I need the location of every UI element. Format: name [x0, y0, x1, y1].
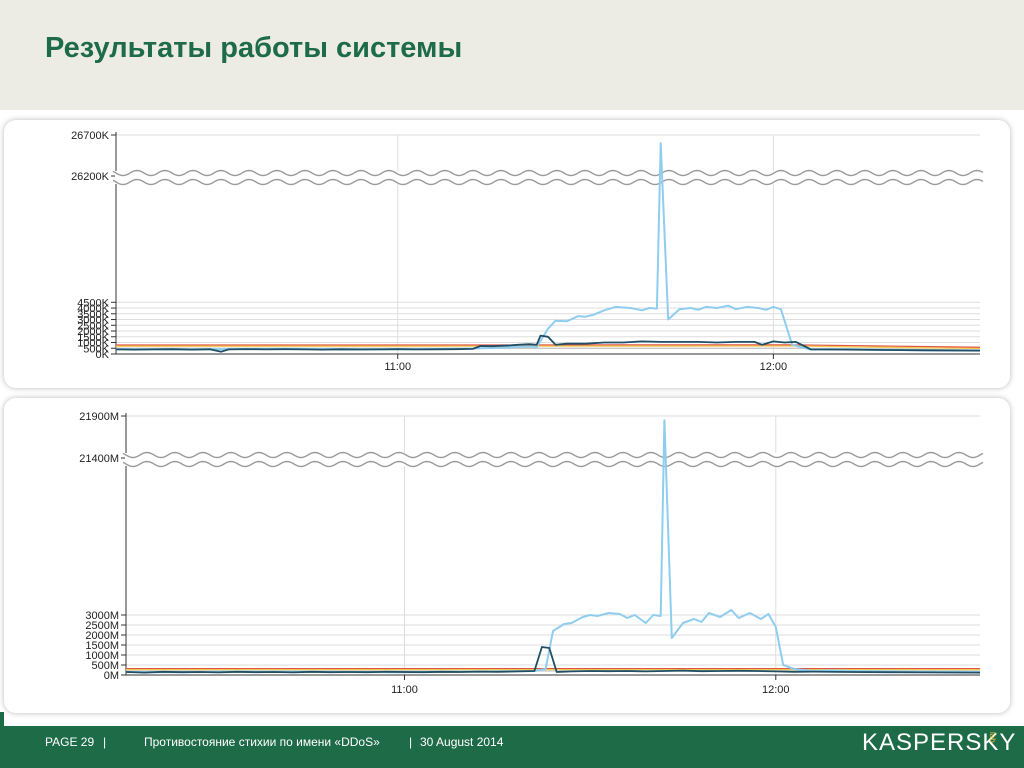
- y-tick-label: 2000K: [77, 326, 109, 338]
- y-tick-label: 0M: [104, 670, 119, 682]
- y-tick-label: 1000M: [85, 650, 119, 662]
- series-line-total: [115, 142, 981, 352]
- x-tick-label: 11:00: [391, 684, 418, 696]
- y-tick-label: 2500K: [77, 320, 109, 332]
- threshold-line-yellow: [116, 345, 981, 350]
- y-tick-label: 2000M: [85, 630, 119, 642]
- presentation-date: 30 August 2014: [420, 735, 504, 749]
- footer-separator: |: [409, 735, 413, 749]
- y-tick-label: 4000K: [77, 303, 109, 315]
- threshold-line-red: [116, 344, 981, 348]
- presentation-topic: Противостояние стихии по имени «DDoS»: [144, 735, 380, 749]
- series-line-dark: [125, 646, 981, 674]
- x-tick-label: 12:00: [760, 361, 788, 373]
- y-tick-label: 3000M: [85, 610, 119, 622]
- slide-footer: PAGE 29 | Противостояние стихии по имени…: [0, 726, 1024, 768]
- axis-break-wave: [122, 460, 984, 468]
- slide-header: Результаты работы системы: [0, 0, 1024, 110]
- x-tick-label: 12:00: [762, 684, 790, 696]
- y-tick-label: 26200K: [71, 171, 110, 183]
- footer-separator: |: [103, 735, 107, 749]
- y-tick-label: 500K: [83, 343, 109, 355]
- chart-panel-bottom: 0M 500M 1000M 1500M 2000M 2500M 3000M 21400M 219…: [4, 398, 1010, 713]
- axis-break-wave: [112, 178, 984, 186]
- y-tick-label: 2500M: [85, 620, 119, 632]
- kaspersky-logo: KASPERSKY: [862, 729, 1017, 756]
- kaspersky-logo-sub: lab: [988, 732, 997, 743]
- y-tick-label: 1500M: [85, 640, 119, 652]
- x-tick-label: 11:00: [384, 361, 411, 373]
- y-tick-label: 3500K: [77, 309, 109, 321]
- y-tick-label: 500M: [91, 660, 119, 672]
- y-tick-label: 26700K: [71, 130, 110, 142]
- page-number: PAGE 29: [45, 735, 95, 749]
- axis-break-mask: [115, 171, 983, 184]
- chart-panel-top: 0K 500K 1000K 1500K 2000K 2500K 3000K 3500K 4000…: [4, 120, 1010, 388]
- y-tick-label: 21900M: [79, 411, 119, 423]
- axis-break-wave: [122, 451, 984, 459]
- y-tick-label: 3000K: [77, 315, 109, 327]
- y-tick-label: 1500K: [77, 332, 109, 344]
- traffic-chart-packets: 0K500K1000K1500K2000K2500K3000K3500K4000…: [71, 130, 984, 373]
- series-line-dark: [115, 334, 981, 353]
- y-tick-label: 0K: [96, 349, 110, 361]
- footer-edge-accent: [0, 712, 4, 732]
- y-tick-label: 1000K: [77, 338, 109, 350]
- page-title: Результаты работы системы: [45, 32, 463, 64]
- axis-break-wave: [112, 169, 984, 177]
- y-tick-label: 21400M: [79, 453, 119, 465]
- y-tick-label: 4500K: [77, 297, 109, 309]
